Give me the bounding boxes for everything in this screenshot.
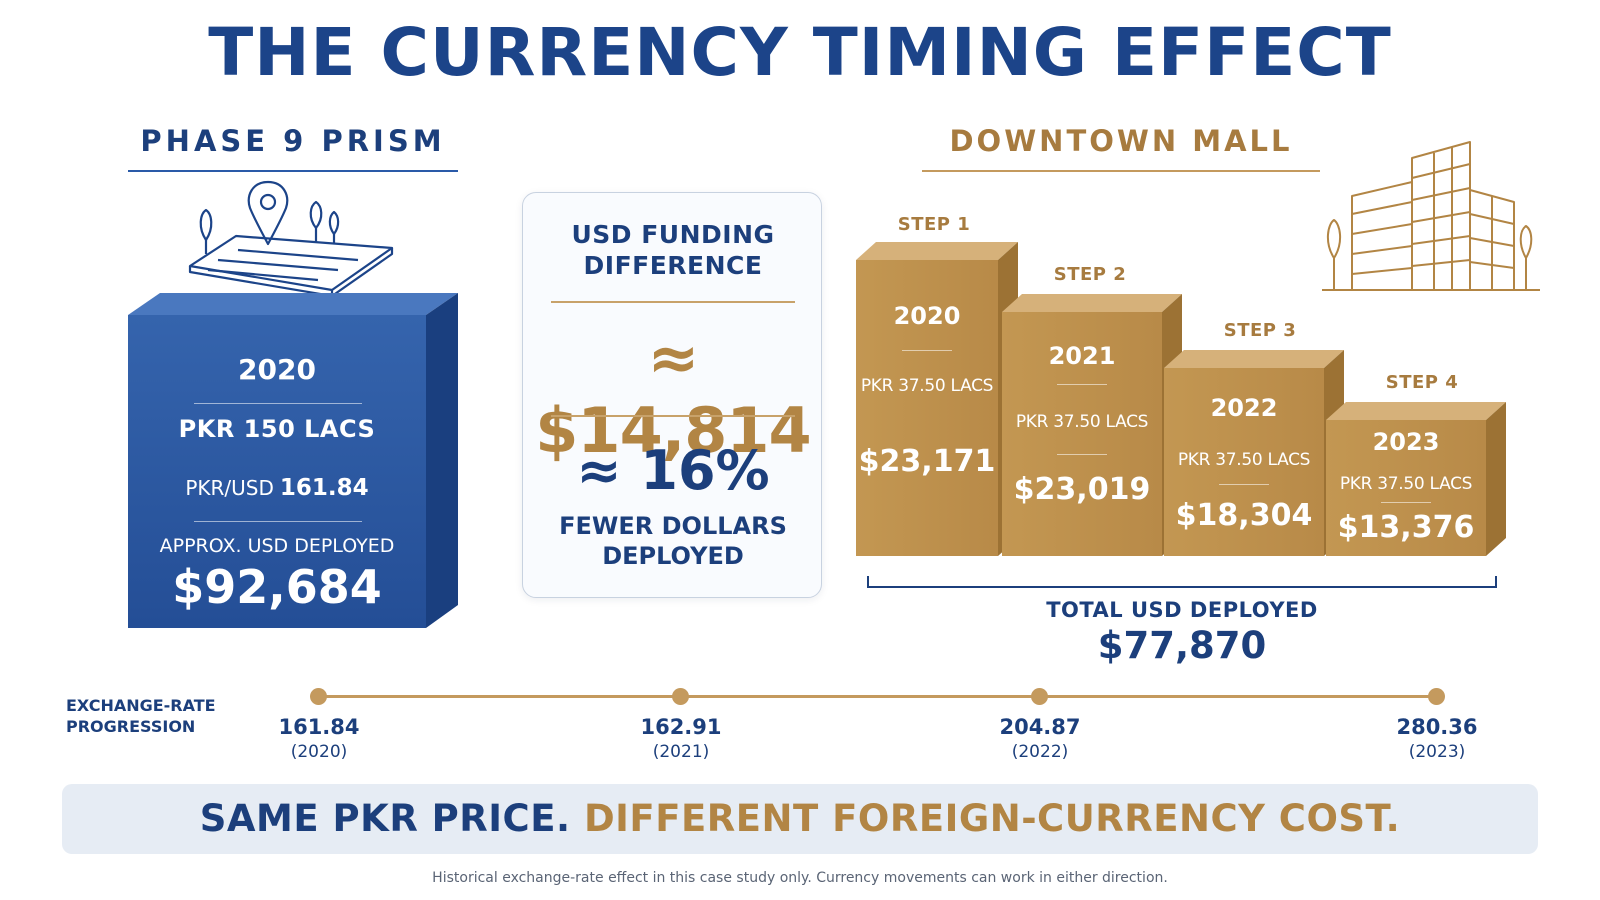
divider [1057, 384, 1107, 385]
fewer-dollars-label: FEWER DOLLARS DEPLOYED [559, 512, 787, 570]
downtown-heading: DOWNTOWN MALL [949, 124, 1293, 158]
exchange-value: 280.36 [1396, 715, 1478, 739]
step-4-label: STEP 4 [1385, 372, 1459, 393]
exchange-point-2022 [1031, 688, 1048, 705]
step-1-year: 2020 [893, 302, 961, 330]
phase9-heading-rule [128, 170, 458, 172]
step-2-box: 2021 PKR 37.50 LACS $23,019 [1002, 294, 1182, 556]
exchange-point-2023 [1428, 688, 1445, 705]
downtown-heading-rule [922, 170, 1320, 172]
exchange-year: (2021) [652, 742, 710, 762]
step-3-year: 2022 [1210, 394, 1278, 422]
divider [1057, 454, 1107, 455]
step-2-label: STEP 2 [1053, 264, 1127, 285]
footnote: Historical exchange-rate effect in this … [432, 870, 1168, 886]
exchange-year: (2023) [1408, 742, 1466, 762]
divider [194, 521, 362, 522]
step-4-box: 2023 PKR 37.50 LACS $13,376 [1326, 402, 1506, 556]
step-4-usd: $13,376 [1337, 510, 1475, 545]
difference-caption: USD FUNDING DIFFERENCE [571, 220, 775, 280]
rate-label: PKR/USD [185, 476, 274, 500]
rate-value: 161.84 [279, 475, 369, 501]
exchange-value: 204.87 [999, 715, 1081, 739]
phase9-year: 2020 [238, 353, 316, 386]
banner-part-1: SAME PKR PRICE. [199, 797, 571, 840]
banner-part-2: DIFFERENT FOREIGN-CURRENCY COST. [583, 797, 1401, 840]
phase9-summary-box: 2020 PKR 150 LACS PKR/USD 161.84 APPROX. … [128, 293, 458, 628]
step-2-pkr: PKR 37.50 LACS [1015, 412, 1149, 432]
exchange-value: 162.91 [640, 715, 722, 739]
phase9-heading: PHASE 9 PRISM [140, 124, 446, 158]
step-3-box: 2022 PKR 37.50 LACS $18,304 [1164, 350, 1344, 556]
divider [1381, 502, 1431, 503]
exchange-value: 161.84 [278, 715, 360, 739]
phase9-pkr-price: PKR 150 LACS [178, 415, 376, 443]
usd-difference-card: USD FUNDING DIFFERENCE ≈ $14,814 ≈ 16% F… [522, 192, 822, 598]
exchange-rate-label: EXCHANGE-RATE PROGRESSION [66, 696, 216, 736]
total-bracket [867, 576, 1497, 588]
phase9-usd-deployed: $92,684 [172, 560, 382, 614]
difference-amount: ≈ $14,814 [535, 321, 811, 467]
total-usd-value: $77,870 [1097, 624, 1267, 667]
step-3-pkr: PKR 37.50 LACS [1177, 450, 1311, 470]
step-1-box: 2020 PKR 37.50 LACS $23,171 [856, 242, 1018, 556]
step-2-usd: $23,019 [1013, 472, 1151, 507]
map-pin-land-icon [188, 180, 394, 296]
difference-percent: ≈ 16% [576, 439, 770, 502]
step-2-year: 2021 [1048, 342, 1116, 370]
exchange-point-2021 [672, 688, 689, 705]
page-title: THE CURRENCY TIMING EFFECT [208, 14, 1392, 91]
exchange-point-2020 [310, 688, 327, 705]
card-rule [551, 301, 795, 303]
phase9-approx-label: APPROX. USD DEPLOYED [159, 535, 395, 557]
step-4-pkr: PKR 37.50 LACS [1339, 474, 1473, 494]
card-rule [551, 415, 795, 417]
divider [1219, 484, 1269, 485]
phase9-exchange-rate: PKR/USD 161.84 [128, 475, 426, 501]
step-4-year: 2023 [1372, 428, 1440, 456]
divider [902, 350, 952, 351]
step-1-usd: $23,171 [858, 444, 996, 479]
exchange-year: (2020) [290, 742, 348, 762]
step-3-label: STEP 3 [1223, 320, 1297, 341]
takeaway-banner: SAME PKR PRICE. DIFFERENT FOREIGN-CURREN… [62, 784, 1538, 854]
divider [194, 403, 362, 404]
total-usd-label: TOTAL USD DEPLOYED [1046, 598, 1318, 622]
exchange-rate-line [318, 695, 1436, 698]
step-1-label: STEP 1 [897, 214, 971, 235]
building-icon [1322, 141, 1540, 291]
step-3-usd: $18,304 [1175, 498, 1313, 533]
exchange-year: (2022) [1011, 742, 1069, 762]
step-1-pkr: PKR 37.50 LACS [860, 376, 994, 396]
